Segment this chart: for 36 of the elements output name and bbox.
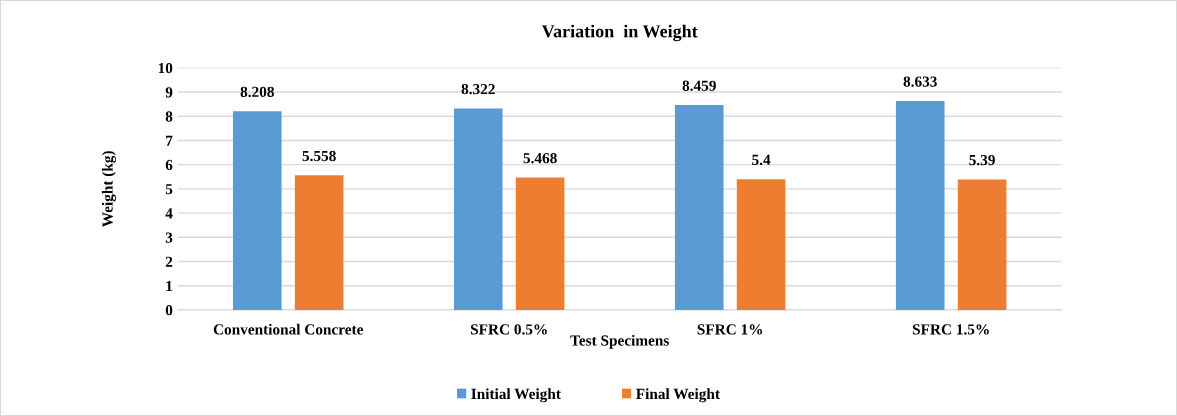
bar [674,105,724,310]
bar [232,111,282,310]
x-tick-label: SFRC 1.5% [912,324,989,335]
bar [957,179,1007,310]
y-tick-label: 4 [165,208,173,219]
data-label: 8.322 [461,83,495,95]
y-tick-label: 10 [158,62,173,74]
y-tick-label: 3 [165,232,173,243]
data-label: 8.459 [682,80,716,91]
y-tick-label: 0 [165,305,173,316]
x-tick-label: SFRC 1% [697,324,763,335]
chart-title: Variation in Weight [541,24,698,42]
data-label: 5.558 [302,150,336,162]
data-label: 5.4 [752,154,771,166]
bar [515,177,565,310]
y-tick-label: 5 [165,184,173,195]
bar [294,175,344,310]
data-label: 5.468 [523,153,557,164]
data-label: 8.208 [240,86,274,98]
legend-label: Initial Weight [471,388,561,403]
bar [736,179,786,310]
data-label: 8.633 [903,76,937,87]
y-tick-label: 6 [165,159,173,171]
y-tick-label: 1 [166,280,173,292]
data-label: 5.39 [969,154,995,166]
y-tick-label: 7 [166,135,173,146]
bar [895,100,945,310]
bar [453,108,503,310]
x-axis-title: Test Specimens [570,334,669,349]
y-tick-label: 8 [165,111,173,122]
y-tick-label: 2 [165,256,173,267]
x-tick-label: SFRC 0.5% [470,324,547,335]
x-tick-label: Conventional Concrete [213,323,364,335]
legend-label: Final Weight [636,388,720,403]
y-tick-label: 9 [165,87,173,98]
y-axis-title: Weight (kg) [101,151,116,228]
